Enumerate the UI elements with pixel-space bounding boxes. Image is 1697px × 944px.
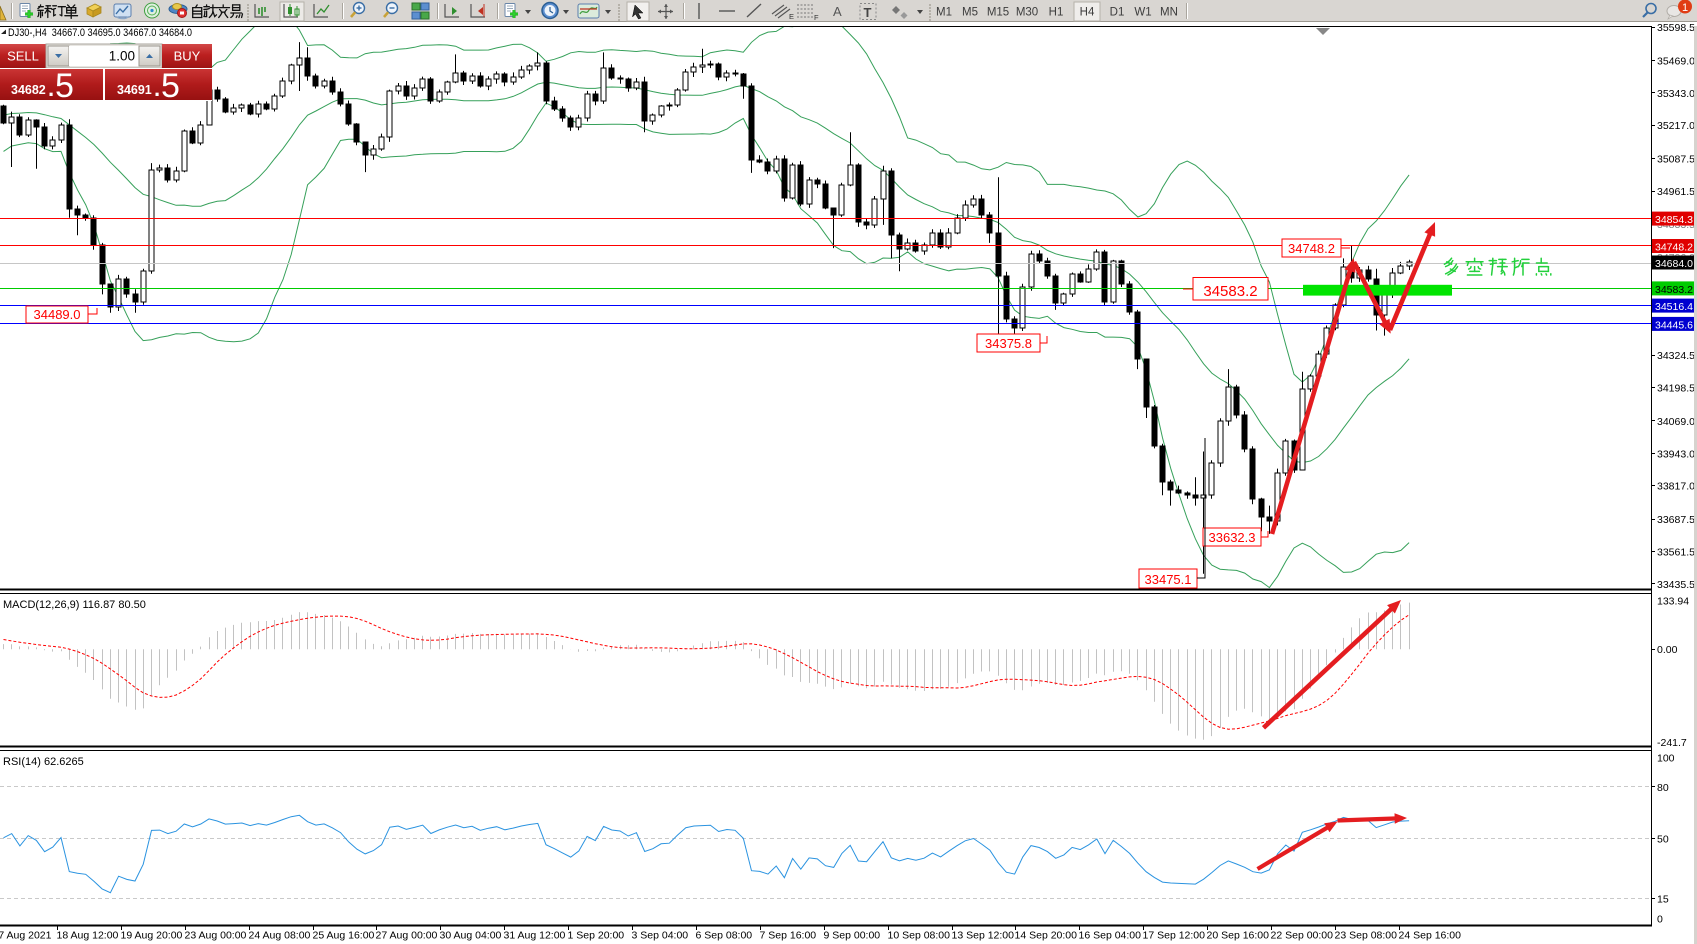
svg-text:-241.7: -241.7 — [1657, 737, 1687, 749]
svg-text:M5: M5 — [962, 7, 978, 19]
svg-text:0.00: 0.00 — [1657, 644, 1678, 656]
svg-text:34516.4: 34516.4 — [1655, 301, 1693, 313]
svg-text:34583.2: 34583.2 — [1203, 283, 1257, 300]
svg-text:80: 80 — [1657, 782, 1669, 794]
svg-text:33687.5: 33687.5 — [1657, 514, 1695, 526]
svg-text:MN: MN — [1160, 7, 1178, 19]
svg-text:33632.3: 33632.3 — [1209, 530, 1256, 545]
svg-text:6 Sep 08:00: 6 Sep 08:00 — [696, 930, 753, 942]
svg-text:20 Sep 16:00: 20 Sep 16:00 — [1207, 930, 1270, 942]
svg-text:A: A — [833, 4, 842, 19]
svg-text:H4: H4 — [1080, 7, 1095, 19]
svg-text:34069.0: 34069.0 — [1657, 416, 1695, 428]
svg-text:33435.5: 33435.5 — [1657, 579, 1695, 591]
svg-text:.: . — [154, 76, 160, 101]
svg-text:34198.5: 34198.5 — [1657, 383, 1695, 395]
svg-text:15: 15 — [1657, 894, 1669, 906]
svg-text:35469.0: 35469.0 — [1657, 55, 1695, 67]
svg-text:9 Sep 00:00: 9 Sep 00:00 — [824, 930, 881, 942]
svg-text:SELL: SELL — [7, 49, 39, 64]
svg-text:33817.0: 33817.0 — [1657, 481, 1695, 493]
svg-text:34854.3: 34854.3 — [1655, 214, 1693, 226]
svg-text:18 Aug 12:00: 18 Aug 12:00 — [57, 930, 119, 942]
svg-text:DJ30-,H4 34667.0 34695.0 3466: DJ30-,H4 34667.0 34695.0 34667.0 34684.0 — [8, 27, 192, 39]
svg-text:H1: H1 — [1049, 7, 1064, 19]
svg-text:30 Aug 04:00: 30 Aug 04:00 — [440, 930, 502, 942]
svg-text:22 Sep 00:00: 22 Sep 00:00 — [1271, 930, 1334, 942]
svg-text:24 Aug 08:00: 24 Aug 08:00 — [249, 930, 311, 942]
svg-text:25 Aug 16:00: 25 Aug 16:00 — [313, 930, 375, 942]
svg-text:35217.0: 35217.0 — [1657, 120, 1695, 132]
svg-text:34375.8: 34375.8 — [985, 336, 1032, 351]
svg-text:M1: M1 — [936, 7, 952, 19]
svg-text:D1: D1 — [1110, 7, 1125, 19]
svg-text:34682: 34682 — [11, 83, 46, 97]
svg-text:35087.5: 35087.5 — [1657, 154, 1695, 166]
svg-text:14 Sep 20:00: 14 Sep 20:00 — [1015, 930, 1078, 942]
svg-text:23 Sep 08:00: 23 Sep 08:00 — [1335, 930, 1398, 942]
svg-text:34691: 34691 — [117, 83, 152, 97]
svg-text:33943.0: 33943.0 — [1657, 448, 1695, 460]
svg-text:BUY: BUY — [174, 49, 201, 64]
svg-text:31 Aug 12:00: 31 Aug 12:00 — [504, 930, 566, 942]
svg-text:M30: M30 — [1016, 7, 1038, 19]
svg-text:1 Sep 20:00: 1 Sep 20:00 — [568, 930, 625, 942]
svg-text:50: 50 — [1657, 833, 1669, 845]
svg-text:35343.0: 35343.0 — [1657, 88, 1695, 100]
svg-text:.: . — [48, 76, 54, 101]
svg-text:100: 100 — [1657, 753, 1675, 765]
svg-text:M15: M15 — [987, 7, 1009, 19]
svg-text:34489.0: 34489.0 — [34, 307, 81, 322]
svg-text:17 Sep 12:00: 17 Sep 12:00 — [1143, 930, 1206, 942]
svg-text:17 Aug 2021: 17 Aug 2021 — [0, 930, 52, 942]
svg-text:19 Aug 20:00: 19 Aug 20:00 — [121, 930, 183, 942]
svg-text:23 Aug 00:00: 23 Aug 00:00 — [185, 930, 247, 942]
svg-text:RSI(14) 62.6265: RSI(14) 62.6265 — [3, 756, 84, 768]
svg-text:34748.2: 34748.2 — [1288, 241, 1335, 256]
svg-text:34445.6: 34445.6 — [1655, 319, 1693, 331]
svg-text:24 Sep 16:00: 24 Sep 16:00 — [1399, 930, 1462, 942]
svg-text:5: 5 — [55, 67, 74, 105]
svg-text:13 Sep 12:00: 13 Sep 12:00 — [952, 930, 1015, 942]
svg-text:33561.5: 33561.5 — [1657, 547, 1695, 559]
svg-text:5: 5 — [161, 67, 180, 105]
svg-text:34748.2: 34748.2 — [1655, 241, 1693, 253]
svg-text:W1: W1 — [1134, 7, 1151, 19]
svg-text:1.00: 1.00 — [109, 49, 135, 64]
svg-text:MACD(12,26,9) 116.87 80.50: MACD(12,26,9) 116.87 80.50 — [3, 599, 146, 611]
svg-text:133.94: 133.94 — [1657, 596, 1689, 608]
svg-text:T: T — [864, 5, 872, 20]
svg-text:35598.5: 35598.5 — [1657, 22, 1695, 34]
svg-text:10 Sep 08:00: 10 Sep 08:00 — [888, 930, 951, 942]
svg-text:7 Sep 16:00: 7 Sep 16:00 — [760, 930, 817, 942]
svg-text:16 Sep 04:00: 16 Sep 04:00 — [1079, 930, 1142, 942]
svg-text:3 Sep 04:00: 3 Sep 04:00 — [632, 930, 689, 942]
svg-text:F: F — [814, 13, 819, 22]
svg-text:34324.5: 34324.5 — [1657, 350, 1695, 362]
svg-text:1: 1 — [1682, 2, 1688, 14]
svg-text:33475.1: 33475.1 — [1145, 572, 1192, 587]
svg-text:34583.2: 34583.2 — [1655, 284, 1693, 296]
svg-text:34684.0: 34684.0 — [1655, 258, 1693, 270]
svg-text:E: E — [789, 12, 794, 21]
svg-text:0: 0 — [1657, 914, 1663, 926]
svg-text:34961.5: 34961.5 — [1657, 186, 1695, 198]
svg-text:27 Aug 00:00: 27 Aug 00:00 — [376, 930, 438, 942]
